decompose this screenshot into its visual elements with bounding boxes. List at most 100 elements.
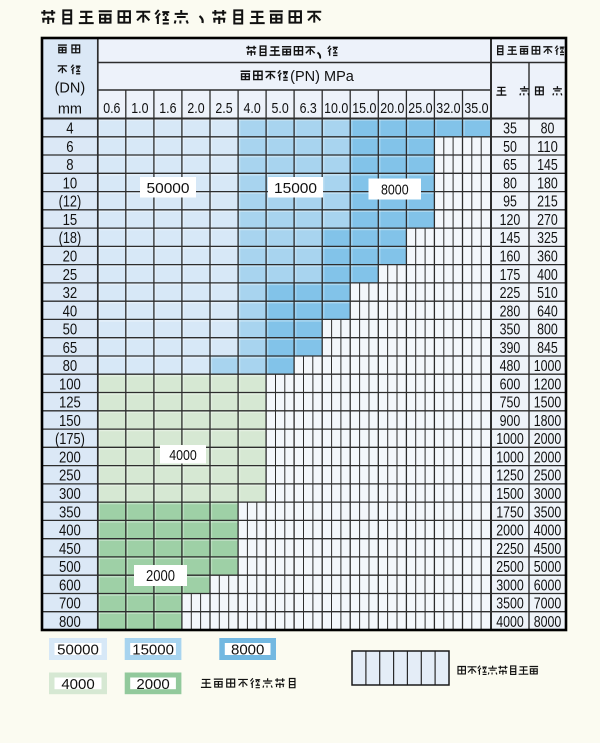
svg-text:25: 25 bbox=[63, 267, 78, 284]
svg-text:400: 400 bbox=[59, 523, 81, 540]
svg-text:510: 510 bbox=[537, 285, 558, 302]
svg-text:2000: 2000 bbox=[496, 523, 524, 540]
svg-text:2000: 2000 bbox=[136, 676, 169, 693]
svg-text:450: 450 bbox=[59, 541, 81, 558]
svg-text:2250: 2250 bbox=[496, 541, 524, 558]
svg-text:4000: 4000 bbox=[61, 676, 94, 693]
svg-text:15000: 15000 bbox=[132, 641, 174, 658]
svg-text:65: 65 bbox=[63, 340, 78, 357]
svg-text:200: 200 bbox=[59, 450, 81, 467]
svg-text:120: 120 bbox=[500, 212, 521, 229]
svg-text:5000: 5000 bbox=[534, 559, 562, 576]
svg-text:800: 800 bbox=[537, 322, 558, 339]
svg-text:1.6: 1.6 bbox=[159, 100, 176, 117]
svg-text:2000: 2000 bbox=[534, 450, 562, 467]
svg-text:350: 350 bbox=[500, 322, 521, 339]
svg-text:3000: 3000 bbox=[534, 486, 562, 503]
svg-text:300: 300 bbox=[59, 486, 81, 503]
svg-text:215: 215 bbox=[537, 194, 558, 211]
svg-text:700: 700 bbox=[59, 596, 81, 613]
svg-text:4000: 4000 bbox=[169, 447, 197, 464]
svg-text:(18): (18) bbox=[59, 230, 82, 247]
svg-text:6: 6 bbox=[66, 139, 73, 156]
svg-text:80: 80 bbox=[541, 121, 555, 138]
svg-text:150: 150 bbox=[59, 413, 81, 430]
svg-text:35.0: 35.0 bbox=[464, 100, 488, 117]
svg-text:32.0: 32.0 bbox=[436, 100, 460, 117]
svg-text:6000: 6000 bbox=[534, 577, 562, 594]
svg-text:145: 145 bbox=[500, 230, 521, 247]
svg-text:250: 250 bbox=[59, 468, 81, 485]
svg-text:10.0: 10.0 bbox=[324, 100, 348, 117]
svg-text:1000: 1000 bbox=[496, 450, 524, 467]
svg-text:160: 160 bbox=[500, 249, 521, 266]
svg-text:145: 145 bbox=[537, 157, 558, 174]
svg-text:125: 125 bbox=[59, 395, 81, 412]
svg-text:95: 95 bbox=[503, 194, 517, 211]
svg-text:80: 80 bbox=[63, 358, 78, 375]
svg-text:(12): (12) bbox=[59, 194, 82, 211]
svg-text:15000: 15000 bbox=[274, 180, 317, 197]
svg-text:1200: 1200 bbox=[534, 376, 562, 393]
svg-text:1500: 1500 bbox=[496, 486, 524, 503]
svg-text:50000: 50000 bbox=[57, 641, 99, 658]
svg-text:4: 4 bbox=[66, 121, 73, 138]
svg-text:390: 390 bbox=[500, 340, 521, 357]
svg-text:270: 270 bbox=[537, 212, 558, 229]
svg-text:8000: 8000 bbox=[534, 614, 562, 631]
svg-text:100: 100 bbox=[59, 376, 81, 393]
svg-text:(DN): (DN) bbox=[55, 81, 86, 97]
svg-text:225: 225 bbox=[500, 285, 521, 302]
svg-text:10: 10 bbox=[63, 175, 78, 192]
svg-text:500: 500 bbox=[59, 559, 81, 576]
svg-text:20.0: 20.0 bbox=[380, 100, 404, 117]
svg-text:2500: 2500 bbox=[496, 559, 524, 576]
svg-text:2000: 2000 bbox=[534, 431, 562, 448]
svg-text:2500: 2500 bbox=[534, 468, 562, 485]
svg-text:1800: 1800 bbox=[534, 413, 562, 430]
svg-text:3500: 3500 bbox=[534, 504, 562, 521]
svg-text:110: 110 bbox=[537, 139, 558, 156]
svg-text:8000: 8000 bbox=[231, 641, 264, 658]
svg-text:mm: mm bbox=[58, 102, 82, 118]
svg-text:1000: 1000 bbox=[534, 358, 562, 375]
svg-text:8000: 8000 bbox=[381, 182, 409, 199]
svg-text:50: 50 bbox=[503, 139, 517, 156]
svg-text:2000: 2000 bbox=[146, 568, 175, 585]
svg-text:175: 175 bbox=[500, 267, 521, 284]
svg-text:3500: 3500 bbox=[496, 596, 524, 613]
svg-text:35: 35 bbox=[503, 121, 517, 138]
svg-text:2.5: 2.5 bbox=[215, 100, 232, 117]
svg-text:2.0: 2.0 bbox=[187, 100, 204, 117]
svg-text:1500: 1500 bbox=[534, 395, 562, 412]
svg-text:400: 400 bbox=[537, 267, 558, 284]
svg-text:640: 640 bbox=[537, 303, 558, 320]
svg-text:1000: 1000 bbox=[496, 431, 524, 448]
svg-text:(175): (175) bbox=[55, 431, 85, 448]
svg-text:1250: 1250 bbox=[496, 468, 524, 485]
svg-text:50: 50 bbox=[63, 322, 78, 339]
svg-text:4000: 4000 bbox=[496, 614, 524, 631]
svg-text:280: 280 bbox=[500, 303, 521, 320]
svg-text:6.3: 6.3 bbox=[300, 100, 317, 117]
svg-text:900: 900 bbox=[500, 413, 521, 430]
svg-text:8: 8 bbox=[66, 157, 73, 174]
svg-text:15: 15 bbox=[63, 212, 78, 229]
svg-text:1.0: 1.0 bbox=[131, 100, 148, 117]
svg-text:40: 40 bbox=[63, 303, 78, 320]
svg-text:4.0: 4.0 bbox=[244, 100, 261, 117]
svg-text:50000: 50000 bbox=[147, 180, 190, 197]
svg-text:0.6: 0.6 bbox=[103, 100, 120, 117]
svg-text:845: 845 bbox=[537, 340, 558, 357]
svg-text:350: 350 bbox=[59, 504, 81, 521]
svg-text:65: 65 bbox=[503, 157, 517, 174]
svg-text:20: 20 bbox=[63, 249, 78, 266]
svg-text:32: 32 bbox=[63, 285, 78, 302]
svg-text:800: 800 bbox=[59, 614, 81, 631]
svg-text:360: 360 bbox=[537, 249, 558, 266]
svg-text:480: 480 bbox=[500, 358, 521, 375]
svg-text:600: 600 bbox=[500, 376, 521, 393]
svg-text:80: 80 bbox=[503, 175, 517, 192]
svg-text:750: 750 bbox=[500, 395, 521, 412]
svg-text:7000: 7000 bbox=[534, 596, 562, 613]
